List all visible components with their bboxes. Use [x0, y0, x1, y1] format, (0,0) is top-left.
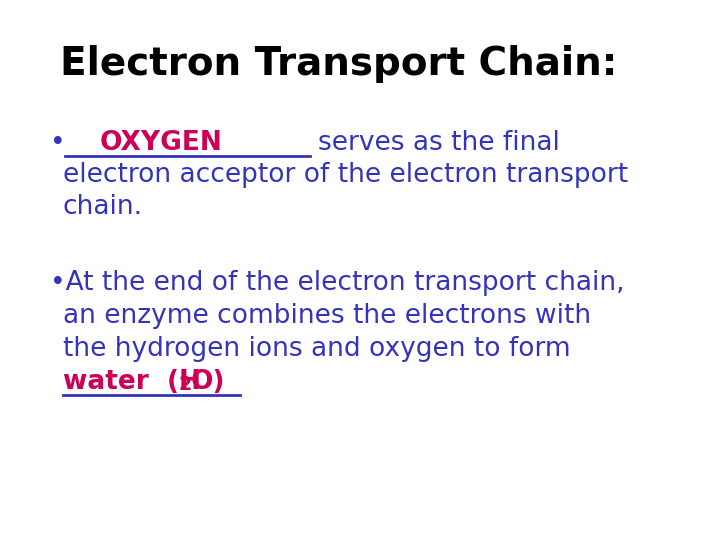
Text: •: • — [50, 130, 66, 156]
Text: chain.: chain. — [63, 194, 143, 220]
Text: the hydrogen ions and oxygen to form: the hydrogen ions and oxygen to form — [63, 336, 571, 362]
Text: O): O) — [191, 369, 225, 395]
Text: an enzyme combines the electrons with: an enzyme combines the electrons with — [63, 303, 591, 329]
Text: electron acceptor of the electron transport: electron acceptor of the electron transp… — [63, 162, 628, 188]
Text: OXYGEN: OXYGEN — [100, 130, 223, 156]
Text: water  (H: water (H — [63, 369, 201, 395]
Text: •At the end of the electron transport chain,: •At the end of the electron transport ch… — [50, 270, 625, 296]
Text: serves as the final: serves as the final — [318, 130, 560, 156]
Text: Electron Transport Chain:: Electron Transport Chain: — [60, 45, 617, 83]
Text: 2: 2 — [178, 375, 192, 394]
